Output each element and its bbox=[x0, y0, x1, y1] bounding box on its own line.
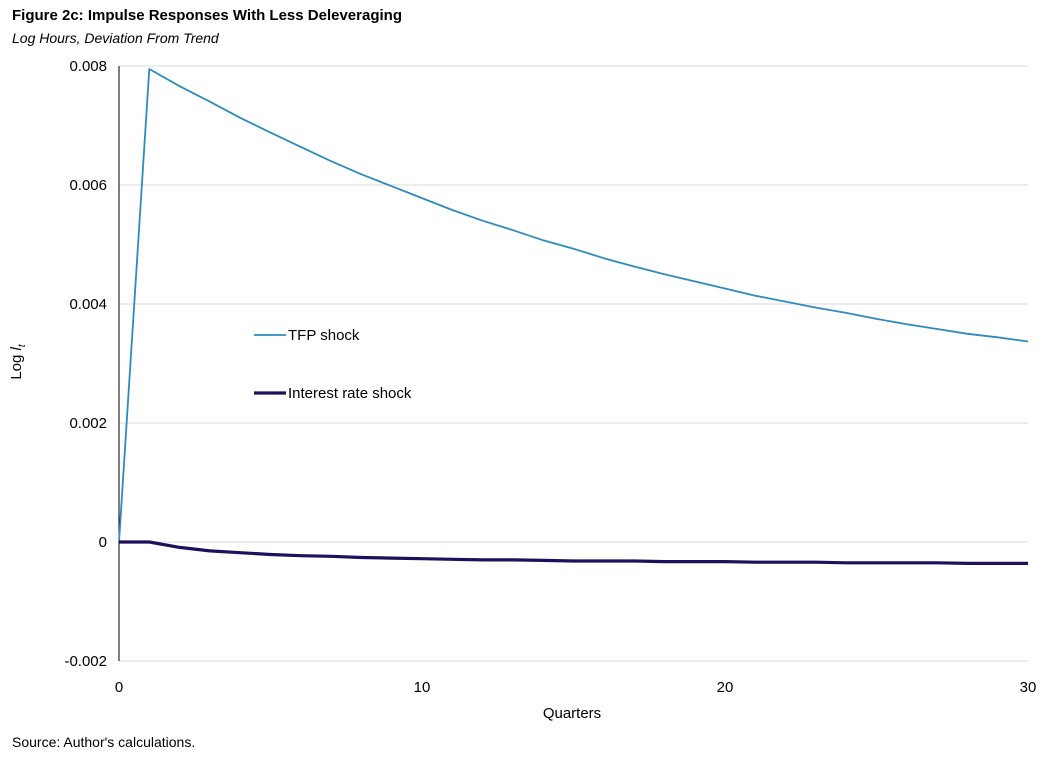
chart-title: Figure 2c: Impulse Responses With Less D… bbox=[12, 7, 402, 24]
y-axis-label: Log lt bbox=[8, 343, 28, 380]
y-tick-label: 0 bbox=[99, 534, 107, 551]
y-tick-label: 0.002 bbox=[69, 415, 107, 432]
y-axis-label-var: l bbox=[8, 346, 25, 350]
gridlines bbox=[119, 65, 1028, 662]
chart-subtitle: Log Hours, Deviation From Trend bbox=[12, 30, 219, 46]
y-tick-label: 0.004 bbox=[69, 296, 107, 313]
series-line-tfp bbox=[118, 68, 1029, 543]
legend-label: Interest rate shock bbox=[288, 385, 412, 402]
legend-label: TFP shock bbox=[288, 327, 360, 344]
x-tick-label: 20 bbox=[717, 679, 734, 696]
y-tick-label: 0.008 bbox=[69, 58, 107, 75]
y-axis-label-sub: t bbox=[17, 343, 28, 347]
x-axis-label: Quarters bbox=[543, 705, 601, 722]
series-lines bbox=[118, 68, 1029, 566]
y-axis-label-prefix: Log bbox=[8, 350, 25, 379]
legend-item-tfp: TFP shock bbox=[254, 327, 360, 344]
legend: TFP shock Interest rate shock bbox=[254, 327, 412, 402]
series-line-interest bbox=[119, 540, 1028, 566]
x-tick-label: 30 bbox=[1020, 679, 1037, 696]
y-tick-label: 0.006 bbox=[69, 177, 107, 194]
tick-labels: -0.002 0 0.002 0.004 0.006 0.008 0 10 20 30 bbox=[64, 58, 1036, 696]
y-tick-label: -0.002 bbox=[64, 653, 107, 670]
x-tick-label: 0 bbox=[115, 679, 123, 696]
legend-item-interest: Interest rate shock bbox=[254, 385, 412, 402]
x-tick-label: 10 bbox=[414, 679, 431, 696]
source-note: Source: Author's calculations. bbox=[12, 734, 196, 750]
